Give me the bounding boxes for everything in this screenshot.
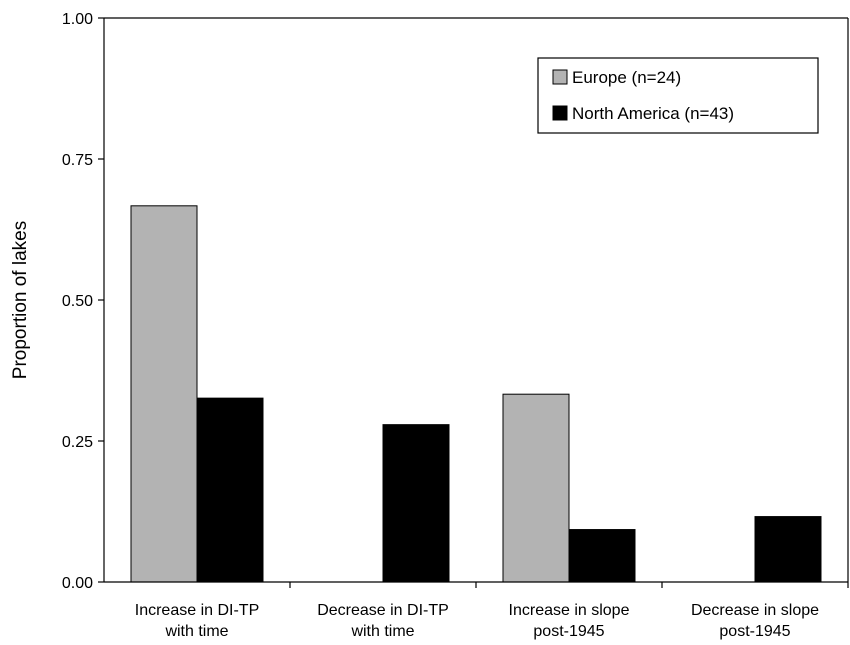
legend-swatch-europe (552, 69, 568, 85)
y-axis-title: Proportion of lakes (10, 221, 31, 379)
bar-north-america-1 (382, 424, 450, 583)
bar-north-america-3 (754, 516, 822, 583)
bar-europe-0 (130, 205, 198, 583)
legend-box (537, 57, 819, 134)
y-tick-label: 0.50 (62, 293, 93, 310)
x-category-label: Increase in slope post-1945 (509, 602, 630, 640)
bars-group (130, 205, 822, 583)
y-tick-label: 0.75 (62, 152, 93, 169)
y-tick-label: 0.25 (62, 434, 93, 451)
x-labels-group: Increase in DI-TP with time Decrease in DI… (135, 582, 849, 640)
bar-north-america-0 (196, 397, 264, 583)
legend-label-europe: Europe (n=24) (572, 68, 681, 87)
x-category-label: Increase in DI-TP with time (135, 602, 259, 640)
y-tick-label: 0.00 (62, 575, 93, 592)
bar-north-america-2 (568, 529, 636, 583)
legend: Europe (n=24) North America (n=43) (537, 57, 819, 134)
legend-swatch-north-america (552, 105, 568, 121)
y-tick-label: 1.00 (62, 11, 93, 28)
x-category-label: Decrease in DI-TP with time (317, 602, 449, 640)
y-ticks-group: 0.00 0.25 0.50 0.75 1.00 (62, 11, 104, 592)
bar-europe-2 (502, 393, 570, 583)
legend-label-north-america: North America (n=43) (572, 104, 734, 123)
x-category-label: Decrease in slope post-1945 (691, 602, 819, 640)
